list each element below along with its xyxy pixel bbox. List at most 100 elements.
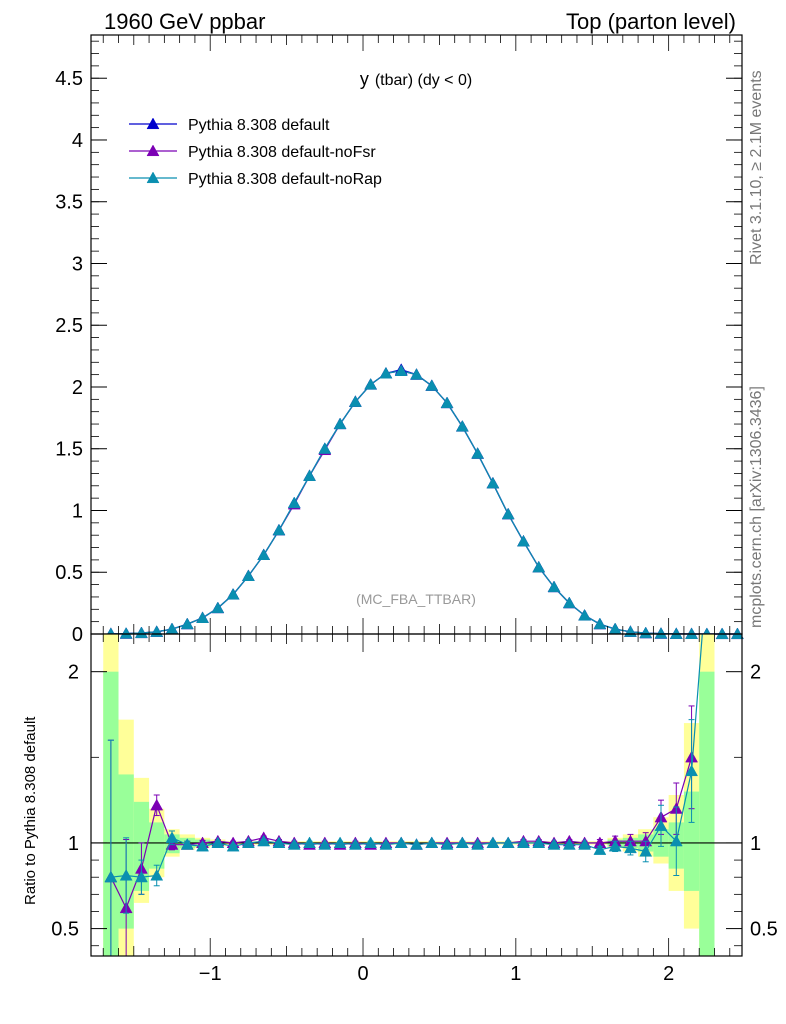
ratio-y-tick-label: 2 xyxy=(68,662,79,684)
legend-label: Pythia 8.308 default-noRap xyxy=(188,171,382,188)
ratio-data-point xyxy=(669,834,683,847)
ratio-panel-bands xyxy=(91,634,742,956)
energy-label: 1960 GeV ppbar xyxy=(104,9,265,34)
main-y-tick-label: 1 xyxy=(72,500,83,522)
ratio-inner-band xyxy=(683,791,700,891)
plot-title: y (tbar) (dy < 0) xyxy=(360,69,472,89)
main-y-tick-label: 3.5 xyxy=(55,192,83,214)
ratio-data-point xyxy=(532,836,546,849)
ratio-data-point xyxy=(119,868,133,881)
main-data-point xyxy=(394,364,408,376)
ratio-data-point xyxy=(241,836,255,849)
legend-marker xyxy=(146,144,160,157)
main-y-tick-label: 2 xyxy=(72,377,83,399)
ratio-data-point xyxy=(196,839,209,852)
ratio-data-point xyxy=(348,838,362,850)
ratio-panel-series xyxy=(104,633,703,957)
main-data-point xyxy=(119,627,133,639)
main-data-point xyxy=(257,548,271,561)
x-tick-label: −1 xyxy=(199,963,222,985)
main-y-tick-label: 0.5 xyxy=(55,562,83,584)
legend-marker xyxy=(146,117,160,130)
ratio-series-line xyxy=(110,757,693,910)
main-data-point xyxy=(318,442,332,454)
ratio-data-point xyxy=(593,843,607,855)
ratio-data-point xyxy=(226,839,240,852)
ratio-y-axis-label: Ratio to Pythia 8.308 default xyxy=(22,716,39,905)
main-data-point xyxy=(211,601,225,614)
ratio-data-point xyxy=(685,764,698,777)
main-data-point xyxy=(685,627,698,640)
ratio-data-point xyxy=(394,836,408,849)
legend-marker xyxy=(146,171,160,184)
main-data-point xyxy=(410,368,423,380)
ratio-data-point xyxy=(578,838,592,850)
main-data-point xyxy=(639,626,653,639)
ratio-data-point xyxy=(455,836,469,849)
main-data-point xyxy=(379,366,393,379)
ratio-data-point xyxy=(471,838,485,850)
ratio-y-tick-label-right: 1 xyxy=(750,833,761,855)
x-tick-label: 0 xyxy=(357,963,368,985)
main-y-tick-label: 0 xyxy=(72,624,83,646)
main-data-point xyxy=(364,378,378,390)
ratio-data-point xyxy=(257,834,271,847)
ratio-y-tick-label-right: 0.5 xyxy=(750,919,778,941)
x-tick-label: 1 xyxy=(510,963,521,985)
ratio-y-tick-label: 0.5 xyxy=(51,919,79,941)
main-data-point xyxy=(180,617,194,630)
ratio-data-point xyxy=(486,836,500,849)
plot-title-sub: (tbar) (dy < 0) xyxy=(375,72,472,89)
ratio-data-point xyxy=(135,870,148,883)
ratio-data-point xyxy=(517,836,530,849)
ratio-data-point xyxy=(364,836,378,849)
main-data-point xyxy=(135,626,148,639)
main-data-point xyxy=(654,627,668,639)
main-y-tick-label: 2.5 xyxy=(55,315,83,337)
ratio-data-point xyxy=(318,838,332,850)
main-data-point xyxy=(165,622,179,635)
main-data-point xyxy=(547,580,561,593)
rivet-version-label: Rivet 3.1.10, ≥ 2.1M events xyxy=(748,70,765,265)
legend-label: Pythia 8.308 default xyxy=(188,117,330,134)
main-y-tick-label: 1.5 xyxy=(55,439,83,461)
ratio-data-point xyxy=(624,841,637,854)
plot-title-main: y xyxy=(360,69,369,89)
ratio-data-point xyxy=(654,819,668,831)
main-data-point xyxy=(730,627,744,640)
ratio-data-point xyxy=(211,836,225,849)
ratio-data-point xyxy=(562,838,576,850)
main-data-point xyxy=(532,560,546,573)
main-data-point xyxy=(425,379,439,391)
main-y-tick-label: 4.5 xyxy=(55,68,83,90)
ratio-y-tick-label: 1 xyxy=(68,833,79,855)
ratio-panel-frame xyxy=(90,633,743,957)
legend: Pythia 8.308 default Pythia 8.308 default… xyxy=(129,117,382,188)
main-data-point xyxy=(455,419,469,432)
main-data-point xyxy=(669,627,683,639)
main-y-tick-label: 4 xyxy=(72,130,83,152)
ratio-data-point xyxy=(425,836,439,849)
x-tick-label: 2 xyxy=(663,963,674,985)
main-data-point xyxy=(333,417,347,430)
ratio-data-point xyxy=(608,839,622,852)
analysis-watermark: (MC_FBA_TTBAR) xyxy=(356,591,476,607)
main-data-point xyxy=(471,447,485,459)
main-data-point xyxy=(715,627,729,640)
ratio-series-line xyxy=(110,633,703,878)
ratio-data-point xyxy=(272,836,286,849)
main-data-point xyxy=(287,496,301,509)
main-y-tick-label: 3 xyxy=(72,253,83,275)
main-data-point xyxy=(348,395,362,407)
main-panel-axes: 0 0.5 1 1.5 2 2.5 3 3.5 4 4.5 xyxy=(55,35,742,646)
ratio-data-point xyxy=(303,836,316,849)
main-data-point xyxy=(608,622,622,635)
ratio-data-point xyxy=(547,838,561,850)
main-data-point xyxy=(272,523,286,536)
legend-label: Pythia 8.308 default-noFsr xyxy=(188,144,376,161)
main-data-point xyxy=(562,596,576,609)
main-data-point xyxy=(517,534,530,547)
ratio-data-point xyxy=(379,838,393,850)
ratio-data-point xyxy=(180,838,194,850)
